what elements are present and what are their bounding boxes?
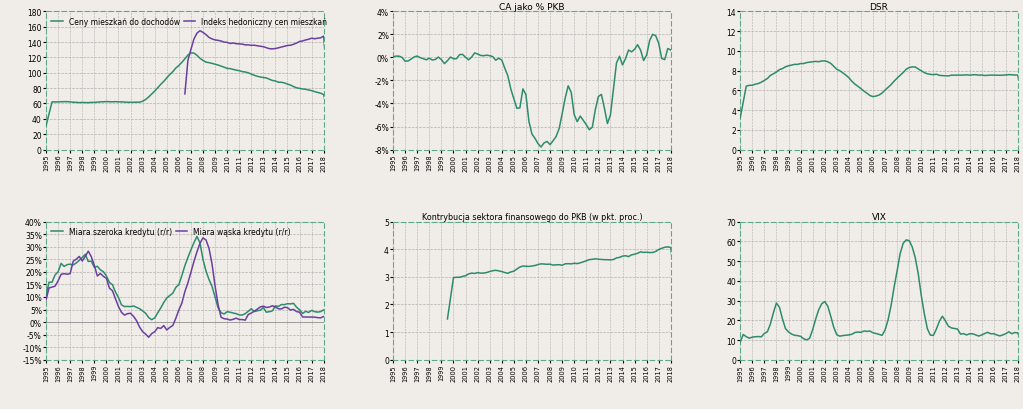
Title: DSR: DSR [870,2,889,11]
Title: Kontrybucja sektora finansowego do PKB (w pkt. proc.): Kontrybucja sektora finansowego do PKB (… [421,212,642,221]
Title: CA jako % PKB: CA jako % PKB [499,2,565,11]
Legend: Miara szeroka kredytu (r/r), Miara wąska kredytu (r/r): Miara szeroka kredytu (r/r), Miara wąska… [50,226,293,238]
Legend: Ceny mieszkań do dochodów, Indeks hedoniczny cen mieszkań: Ceny mieszkań do dochodów, Indeks hedoni… [50,16,329,29]
Title: VIX: VIX [872,212,887,221]
